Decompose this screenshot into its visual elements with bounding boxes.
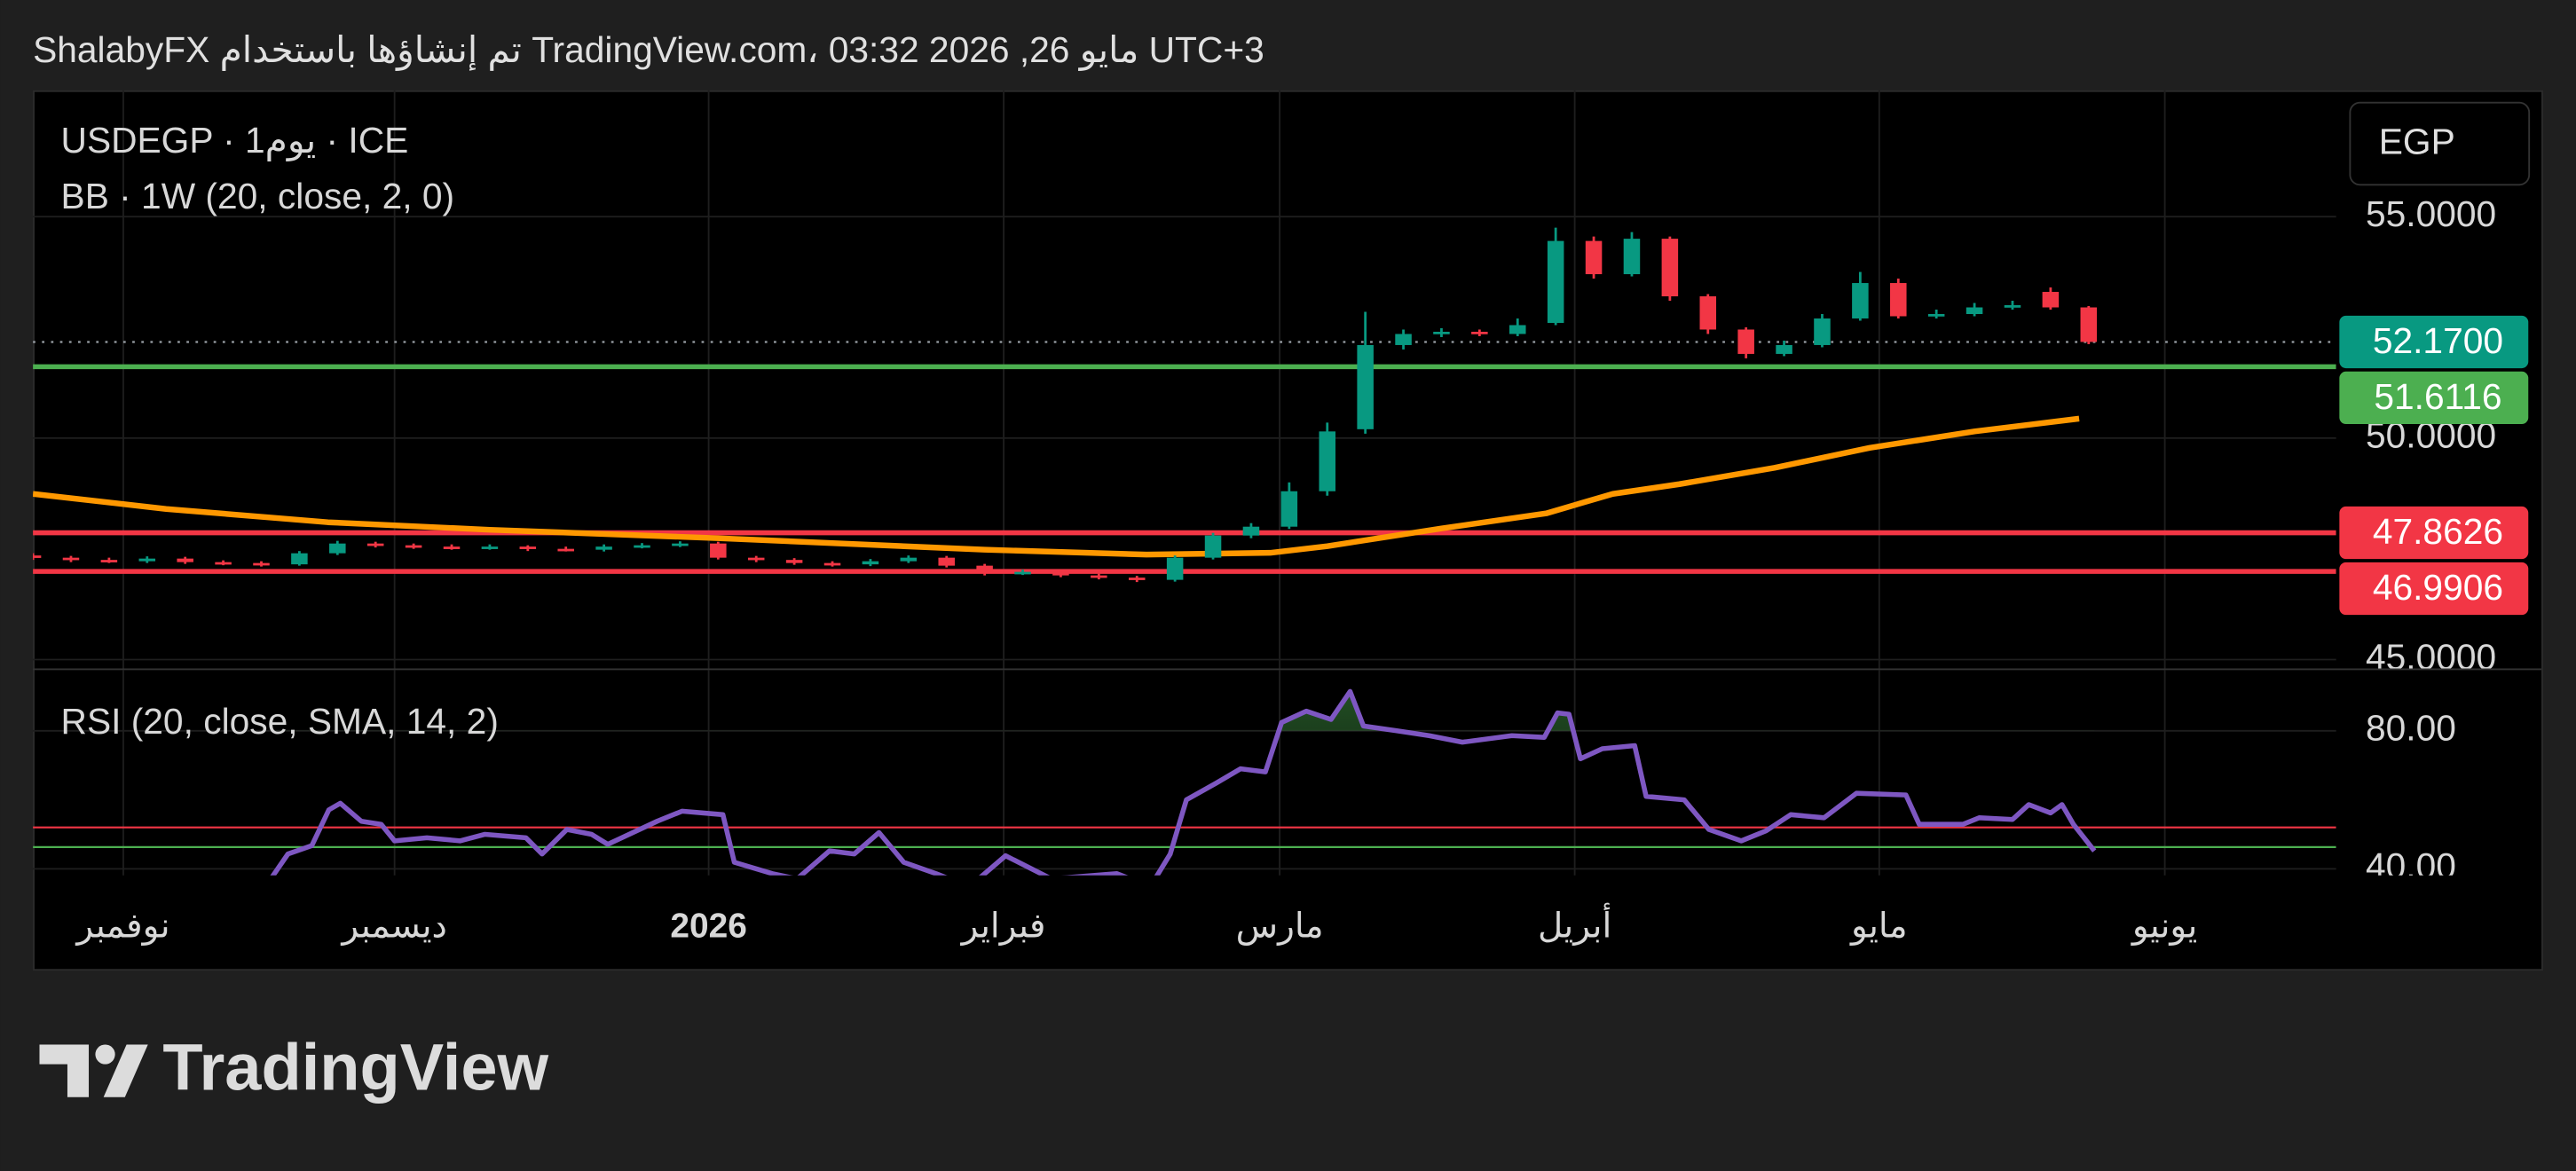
candle-body	[2080, 307, 2098, 342]
candle-body	[1965, 307, 1983, 315]
x-tick-label: نوفمبر	[75, 907, 169, 946]
candle-body	[138, 558, 156, 562]
candle-body	[405, 545, 422, 548]
candle-body	[2042, 292, 2060, 308]
candle-body	[1547, 240, 1564, 323]
price-tag	[2339, 371, 2529, 425]
price-tag	[2339, 562, 2529, 616]
candle-body	[1395, 334, 1412, 345]
candle-body	[1699, 296, 1717, 330]
candle-body	[1814, 318, 1831, 345]
candle-body	[557, 548, 574, 552]
bb-basis-line	[33, 415, 2080, 558]
rsi-title: RSI (20, close, SMA, 14, 2)	[61, 701, 499, 742]
brand-logo	[39, 1044, 148, 1097]
symbol-label: USDEGP · 1يوم · ICE	[61, 120, 409, 161]
candle-body	[634, 545, 650, 548]
candle-body	[100, 560, 118, 562]
candle-body	[595, 546, 612, 550]
x-tick-label: مايو	[1849, 907, 1908, 946]
price-pane	[33, 227, 2336, 583]
candle-body	[976, 565, 993, 574]
candle-body	[1661, 239, 1679, 297]
candle-body	[329, 543, 346, 554]
candle-body	[1091, 575, 1107, 578]
y-tick-label: 55.0000	[2366, 193, 2496, 234]
currency-button[interactable]	[2349, 101, 2531, 186]
candle-body	[33, 555, 42, 558]
axes: نوفمبر ديسمبر 2026 فبراير مارس أبريل مايو يونيو…	[75, 193, 2529, 946]
candle-body	[177, 558, 193, 562]
candle-body	[862, 561, 879, 565]
indicator-label: BB · 1W (20, close, 2, 0)	[61, 176, 455, 216]
candle-body	[823, 562, 841, 566]
y-tick-label: 45.0000	[2366, 636, 2496, 677]
y-tick-label: 80.00	[2366, 708, 2456, 749]
candle-body	[710, 543, 727, 558]
candle-body	[1737, 329, 1754, 354]
rsi-axis: 40.00 80.00	[2366, 708, 2456, 886]
x-tick-label: 2026	[670, 907, 746, 945]
header-text: ShalabyFX تم إنشاؤها باستخدام TradingVie…	[33, 29, 1264, 71]
y-tick-label: 40.00	[2366, 845, 2456, 886]
candle-body	[1509, 325, 1526, 334]
candle-body	[1927, 314, 1945, 317]
candle-body	[481, 546, 499, 549]
x-tick-label: فبراير	[960, 907, 1046, 946]
x-tick-label: مارس	[1236, 907, 1324, 945]
candle-body	[1852, 283, 1869, 318]
x-tick-label: يونيو	[2131, 907, 2198, 946]
candle-body	[2004, 305, 2021, 308]
candle-body	[1242, 526, 1260, 536]
candle-body	[672, 543, 689, 546]
currency-label: EGP	[2379, 122, 2455, 162]
price-tag-label: 46.9906	[2373, 567, 2503, 608]
candle-body	[1128, 578, 1146, 580]
candle-body	[1280, 491, 1298, 527]
candle-body	[1014, 571, 1031, 575]
candle-body	[1433, 331, 1450, 334]
candle-body	[1471, 331, 1488, 334]
candle-body	[1204, 535, 1222, 558]
rsi-line	[270, 688, 2097, 876]
candle-body	[785, 560, 803, 563]
price-tag-label: 51.6116	[2374, 376, 2501, 417]
price-tag-label: 52.1700	[2373, 320, 2503, 361]
x-tick-label: أبريل	[1538, 902, 1611, 946]
candle-body	[366, 543, 384, 546]
candle-body	[1357, 344, 1374, 429]
price-tag	[2339, 506, 2529, 560]
candle-body	[1890, 283, 1907, 317]
candle-body	[1052, 571, 1069, 576]
candle-body	[62, 557, 80, 561]
price-tag-label: 47.8626	[2373, 511, 2503, 552]
candle-body	[1166, 557, 1184, 580]
candle-body	[443, 546, 461, 549]
candle-body	[900, 557, 918, 562]
candle-body	[1319, 431, 1336, 491]
candle-body	[1585, 240, 1603, 275]
candle-body	[1776, 344, 1792, 354]
candle-body	[215, 562, 232, 565]
candle-body	[253, 562, 270, 566]
candle-body	[519, 546, 537, 549]
candle-body	[747, 557, 765, 561]
rsi-pane	[33, 688, 2336, 876]
brand-name: TradingView	[162, 1030, 548, 1104]
price-tag	[2339, 315, 2529, 369]
candle-body	[938, 557, 955, 566]
x-tick-label: ديسمبر	[340, 907, 446, 946]
candle-body	[291, 553, 308, 565]
candle-body	[1623, 239, 1641, 275]
